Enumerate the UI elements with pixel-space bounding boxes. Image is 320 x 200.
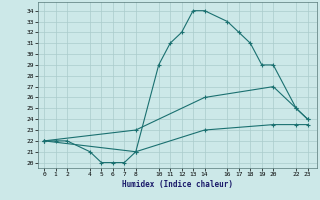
- X-axis label: Humidex (Indice chaleur): Humidex (Indice chaleur): [122, 180, 233, 189]
